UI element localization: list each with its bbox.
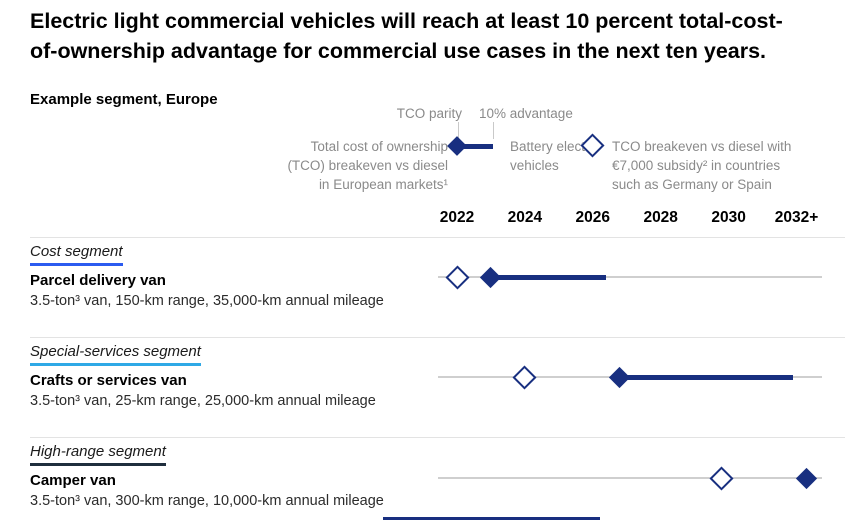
subsidy-breakeven-marker xyxy=(512,364,537,390)
subsidy-breakeven-marker xyxy=(444,264,470,290)
segment-label: Special-services segment xyxy=(30,343,201,366)
vehicle-specs: 3.5-ton³ van, 150-km range, 35,000-km an… xyxy=(30,293,384,309)
advantage-tick-line xyxy=(493,122,494,139)
legend-tco-note: Total cost of ownership (TCO) breakeven … xyxy=(258,137,448,194)
parity-tick-line xyxy=(458,122,459,139)
axis-tick-2022: 2022 xyxy=(439,209,475,226)
legend-subsidy-note-line: €7,000 subsidy² in countries xyxy=(612,158,781,173)
vehicle-name: Crafts or services van xyxy=(30,372,187,389)
legend-parity-label: TCO parity xyxy=(396,106,462,121)
axis-tick-2032+: 2032+ xyxy=(774,209,819,226)
row-separator xyxy=(30,437,845,438)
legend-bev-label: Battery electric vehicles xyxy=(510,137,599,175)
vehicle-specs: 3.5-ton³ van, 300-km range, 10,000-km an… xyxy=(30,493,384,509)
legend-subsidy-note-line: such as Germany or Spain xyxy=(612,177,772,192)
legend-subsidy-note-line: TCO breakeven vs diesel with xyxy=(612,139,792,154)
title-line-2: of-ownership advantage for commercial us… xyxy=(30,39,767,63)
axis-tick-2024: 2024 xyxy=(507,209,543,226)
advantage-range-line xyxy=(490,274,607,280)
row-separator xyxy=(30,237,845,238)
tco-parity-marker xyxy=(796,467,818,489)
chart-subtitle: Example segment, Europe xyxy=(30,91,218,108)
vehicle-name: Camper van xyxy=(30,472,116,489)
row-label-block: Cost segment Parcel delivery van 3.5-ton³ … xyxy=(30,243,384,309)
legend-advantage-label: 10% advantage xyxy=(479,106,573,121)
cropped-next-element-bar xyxy=(383,517,600,520)
row-label-block: Special-services segment Crafts or servic… xyxy=(30,343,376,409)
tco-parity-marker xyxy=(609,366,631,388)
legend-bev-label-line: vehicles xyxy=(510,158,559,173)
axis-tick-2028: 2028 xyxy=(643,209,678,226)
row-label-block: High-range segment Camper van 3.5-ton³ van… xyxy=(30,443,384,509)
legend-bev-label-line: Battery electric xyxy=(510,139,600,154)
axis-tick-2026: 2026 xyxy=(575,209,611,226)
legend-tco-note-line: in European markets¹ xyxy=(318,177,448,192)
vehicle-specs: 3.5-ton³ van, 25-km range, 25,000-km ann… xyxy=(30,393,376,409)
legend-tco-note-line: Total cost of ownership xyxy=(310,139,448,154)
vehicle-name: Parcel delivery van xyxy=(30,272,166,289)
legend-tco-note-line: (TCO) breakeven vs diesel xyxy=(287,158,448,173)
tco-parity-marker xyxy=(480,266,502,288)
timeline-track xyxy=(438,276,822,278)
title-line-1: Electric light commercial vehicles will … xyxy=(30,9,783,33)
advantage-range-line xyxy=(619,374,794,380)
subsidy-breakeven-marker xyxy=(709,465,734,491)
legend-advantage-line xyxy=(462,144,493,149)
axis-tick-2030: 2030 xyxy=(711,209,746,226)
timeline-track xyxy=(438,477,822,479)
segment-label: High-range segment xyxy=(30,443,166,466)
legend-subsidy-note: TCO breakeven vs diesel with €7,000 subs… xyxy=(612,137,791,194)
row-separator xyxy=(30,337,845,338)
page-title: Electric light commercial vehicles will … xyxy=(30,6,850,66)
segment-label: Cost segment xyxy=(30,243,123,266)
